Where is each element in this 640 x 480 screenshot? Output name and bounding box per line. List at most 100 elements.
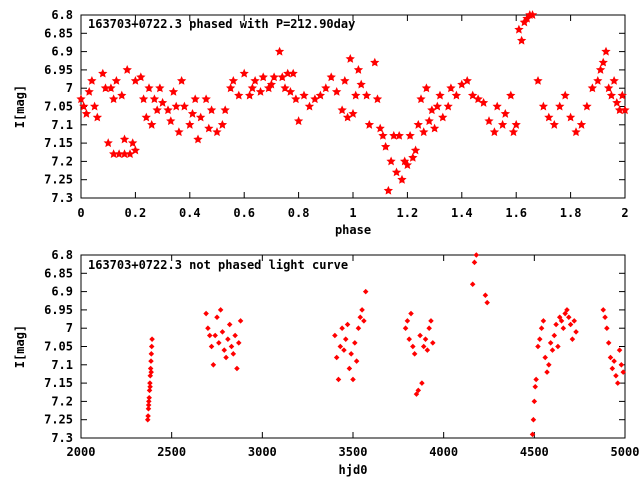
x-tick-label: 1: [349, 206, 356, 220]
chart-title: 163703+0722.3 phased with P=212.90day: [88, 17, 355, 31]
y-tick-label: 6.85: [44, 266, 73, 280]
data-point: [569, 336, 576, 342]
data-point: [277, 72, 287, 82]
data-point: [542, 354, 548, 361]
data-point: [168, 87, 179, 96]
data-point: [544, 369, 550, 375]
data-point: [438, 112, 448, 122]
data-point: [204, 123, 214, 133]
data-point: [422, 336, 429, 342]
data-point: [617, 90, 627, 100]
data-point: [125, 149, 135, 158]
data-point: [432, 101, 443, 111]
y-axis-label: I[mag]: [13, 85, 27, 128]
data-point: [508, 127, 519, 137]
data-point: [79, 101, 89, 111]
data-point: [402, 325, 409, 331]
data-point: [419, 380, 425, 386]
data-point: [362, 288, 369, 295]
data-point: [332, 332, 338, 339]
data-point: [605, 340, 612, 346]
data-point: [567, 321, 574, 328]
data-point: [404, 318, 411, 324]
data-point: [606, 90, 616, 100]
y-tick-label: 6.8: [51, 248, 73, 262]
data-point: [342, 336, 349, 342]
data-point: [381, 141, 391, 151]
x-tick-label: 4000: [429, 445, 458, 459]
y-tick-label: 6.95: [44, 303, 73, 317]
data-point: [221, 347, 228, 353]
data-point: [117, 90, 127, 100]
data-point: [529, 431, 536, 438]
data-point: [341, 347, 347, 353]
data-point: [111, 76, 121, 85]
data-point: [294, 116, 304, 126]
data-point: [206, 105, 217, 115]
data-point: [558, 318, 565, 324]
data-point: [399, 156, 410, 166]
data-point: [223, 354, 229, 361]
data-point: [386, 156, 396, 166]
data-point: [370, 57, 380, 67]
data-point: [616, 347, 623, 353]
x-tick-label: 0: [77, 206, 84, 220]
data-point: [285, 87, 296, 96]
data-point: [136, 72, 146, 82]
data-point: [148, 343, 155, 350]
data-point: [413, 391, 420, 397]
x-tick-label: 1.6: [505, 206, 527, 220]
data-point: [147, 119, 157, 129]
data-point: [149, 94, 160, 104]
data-point: [148, 369, 154, 375]
y-tick-label: 7.05: [44, 340, 73, 354]
data-point: [315, 90, 325, 100]
y-tick-label: 7.3: [51, 191, 73, 205]
data-point: [179, 101, 189, 111]
data-point: [195, 112, 206, 122]
y-tick-label: 7.3: [51, 431, 73, 445]
x-tick-label: 0.4: [179, 206, 201, 220]
data-point: [410, 343, 416, 350]
data-point: [152, 105, 162, 115]
data-point: [141, 112, 151, 122]
data-point: [109, 94, 119, 104]
y-axis-label: I[mag]: [13, 325, 27, 368]
data-point: [427, 105, 437, 115]
data-point: [274, 46, 285, 56]
data-point: [532, 383, 539, 390]
data-point: [351, 90, 361, 100]
data-point: [514, 24, 524, 34]
data-point: [340, 76, 350, 85]
data-point: [611, 358, 617, 364]
data-point: [492, 101, 502, 111]
y-tick-label: 6.85: [44, 26, 73, 40]
data-point: [443, 101, 453, 111]
data-point: [174, 127, 184, 137]
x-tick-label: 5000: [611, 445, 640, 459]
data-point: [214, 314, 220, 320]
data-point: [326, 72, 336, 82]
data-point: [250, 76, 260, 85]
data-point: [428, 318, 434, 324]
data-point: [266, 79, 276, 89]
data-point: [333, 354, 340, 361]
data-point: [216, 340, 222, 346]
data-point: [235, 340, 242, 346]
data-point: [593, 75, 603, 85]
data-point: [206, 332, 213, 339]
data-point: [148, 351, 155, 357]
data-point: [225, 336, 231, 342]
data-point: [187, 108, 198, 118]
data-point: [415, 387, 422, 394]
data-point: [607, 354, 614, 361]
data-point: [435, 90, 445, 100]
data-point: [337, 343, 344, 350]
data-point: [555, 343, 561, 350]
data-point: [562, 310, 568, 317]
data-point: [406, 336, 412, 342]
data-point: [603, 83, 614, 93]
data-point: [146, 394, 152, 401]
data-point: [362, 90, 372, 100]
